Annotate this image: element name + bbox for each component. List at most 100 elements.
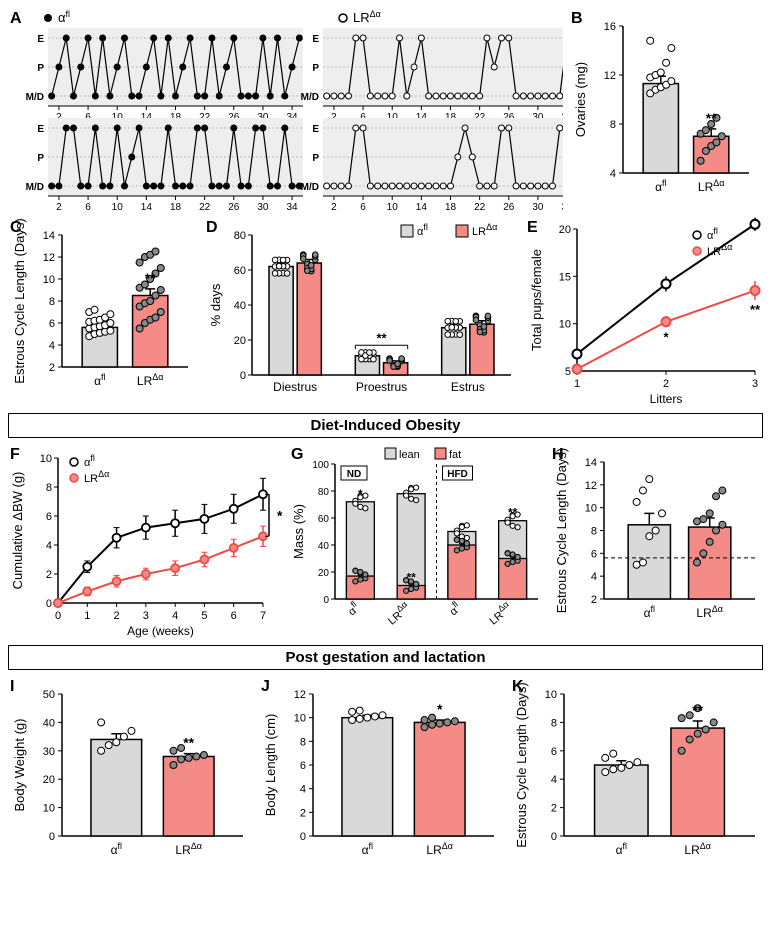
panel-C: C 2468101214Estrous Cycle Length (Days)*…	[8, 217, 198, 407]
svg-text:14: 14	[416, 202, 428, 213]
svg-text:Cumulative ΔBW (g): Cumulative ΔBW (g)	[10, 472, 25, 590]
svg-text:22: 22	[199, 202, 211, 213]
svg-text:LRΔα: LRΔα	[84, 469, 109, 485]
svg-text:50: 50	[43, 689, 55, 701]
svg-text:5: 5	[565, 366, 571, 378]
svg-text:2: 2	[56, 202, 62, 213]
svg-text:P: P	[312, 63, 319, 74]
svg-text:6: 6	[85, 202, 91, 213]
svg-text:12: 12	[43, 252, 55, 264]
panel-J: J 024681012Body Length (cm)*αflLRΔα	[259, 676, 504, 876]
svg-text:0: 0	[49, 831, 55, 843]
svg-text:0: 0	[240, 370, 246, 382]
svg-text:LRΔα: LRΔα	[137, 372, 164, 388]
svg-text:8: 8	[300, 736, 306, 748]
svg-text:8: 8	[551, 717, 557, 729]
svg-text:**: **	[508, 506, 518, 520]
svg-text:4: 4	[49, 340, 55, 352]
svg-text:αfl: αfl	[58, 9, 70, 25]
svg-text:LRΔα: LRΔα	[698, 178, 725, 194]
panel-B-label: B	[571, 10, 583, 28]
svg-text:P: P	[37, 153, 44, 164]
svg-text:Ovaries (mg): Ovaries (mg)	[573, 62, 588, 137]
svg-text:M/D: M/D	[26, 92, 44, 103]
panel-F: F 0246810Cumulative ΔBW (g)01234567Age (…	[8, 444, 283, 639]
svg-text:10: 10	[559, 319, 571, 331]
svg-text:**: **	[183, 735, 194, 751]
panel-J-label: J	[261, 678, 270, 696]
panel-A: A αflLRΔαEPM/D2610141822263034EPM/D26101…	[8, 8, 563, 213]
svg-text:2: 2	[331, 202, 337, 213]
svg-text:14: 14	[43, 230, 55, 242]
svg-text:E: E	[312, 34, 319, 45]
panel-G: G 020406080100Mass (%)leanfatNDHFD*αfl**…	[289, 444, 544, 639]
svg-text:10: 10	[294, 713, 306, 725]
svg-text:M/D: M/D	[301, 92, 319, 103]
svg-text:αfl: αfl	[344, 599, 363, 618]
svg-text:αfl: αfl	[417, 222, 428, 238]
panel-H: H 2468101214Estrous Cycle Length (Days)α…	[550, 444, 765, 639]
svg-text:34: 34	[287, 202, 299, 213]
svg-text:4: 4	[591, 571, 597, 583]
svg-text:αfl: αfl	[644, 604, 655, 620]
svg-text:2: 2	[551, 803, 557, 815]
svg-text:2: 2	[46, 569, 52, 581]
svg-text:Mass (%): Mass (%)	[291, 504, 306, 559]
svg-text:M/D: M/D	[26, 182, 44, 193]
svg-text:10: 10	[112, 202, 124, 213]
svg-text:% days: % days	[208, 283, 223, 326]
svg-text:6: 6	[591, 548, 597, 560]
svg-text:**: **	[406, 571, 416, 585]
svg-text:16: 16	[604, 21, 616, 33]
svg-text:12: 12	[585, 480, 597, 492]
svg-text:E: E	[312, 124, 319, 135]
figure-container: A αflLRΔαEPM/D2610141822263034EPM/D26101…	[8, 8, 763, 876]
svg-text:30: 30	[257, 202, 269, 213]
svg-text:6: 6	[231, 610, 237, 622]
panel-H-label: H	[552, 446, 564, 464]
svg-text:P: P	[312, 153, 319, 164]
svg-text:40: 40	[234, 300, 246, 312]
svg-text:10: 10	[40, 453, 52, 465]
svg-text:**: **	[692, 702, 703, 718]
svg-text:Estrous Cycle Length (Days): Estrous Cycle Length (Days)	[12, 218, 27, 383]
svg-text:60: 60	[234, 265, 246, 277]
svg-text:18: 18	[445, 202, 457, 213]
svg-text:15: 15	[559, 271, 571, 283]
panel-E-label: E	[527, 219, 538, 237]
svg-text:ND: ND	[347, 469, 361, 480]
svg-text:22: 22	[474, 202, 486, 213]
svg-text:E: E	[37, 124, 44, 135]
svg-text:1: 1	[84, 610, 90, 622]
svg-text:Total pups/female: Total pups/female	[529, 249, 544, 351]
svg-text:0: 0	[300, 831, 306, 843]
section-postgl: Post gestation and lactation	[8, 645, 763, 670]
svg-text:8: 8	[591, 526, 597, 538]
svg-text:14: 14	[585, 457, 597, 469]
svg-text:34: 34	[562, 202, 563, 213]
svg-text:Age (weeks): Age (weeks)	[127, 624, 194, 638]
svg-text:0: 0	[323, 595, 329, 606]
svg-text:10: 10	[545, 689, 557, 701]
svg-text:HFD: HFD	[447, 469, 468, 480]
svg-text:2: 2	[663, 378, 669, 390]
svg-text:Litters: Litters	[650, 392, 683, 406]
svg-text:5: 5	[201, 610, 207, 622]
svg-text:18: 18	[170, 202, 182, 213]
svg-text:20: 20	[318, 568, 330, 579]
svg-text:*: *	[277, 507, 283, 523]
svg-text:4: 4	[300, 784, 306, 796]
svg-text:8: 8	[610, 119, 616, 131]
svg-text:Estrous Cycle Length (Days): Estrous Cycle Length (Days)	[554, 448, 569, 613]
svg-text:40: 40	[318, 541, 330, 552]
svg-text:8: 8	[46, 482, 52, 494]
panel-F-label: F	[10, 446, 20, 464]
svg-text:10: 10	[43, 803, 55, 815]
svg-text:P: P	[37, 63, 44, 74]
svg-text:*: *	[358, 487, 363, 501]
svg-text:60: 60	[318, 514, 330, 525]
svg-text:αfl: αfl	[84, 453, 95, 469]
svg-text:12: 12	[294, 689, 306, 701]
svg-text:LRΔα: LRΔα	[707, 242, 732, 258]
panel-G-label: G	[291, 446, 303, 464]
